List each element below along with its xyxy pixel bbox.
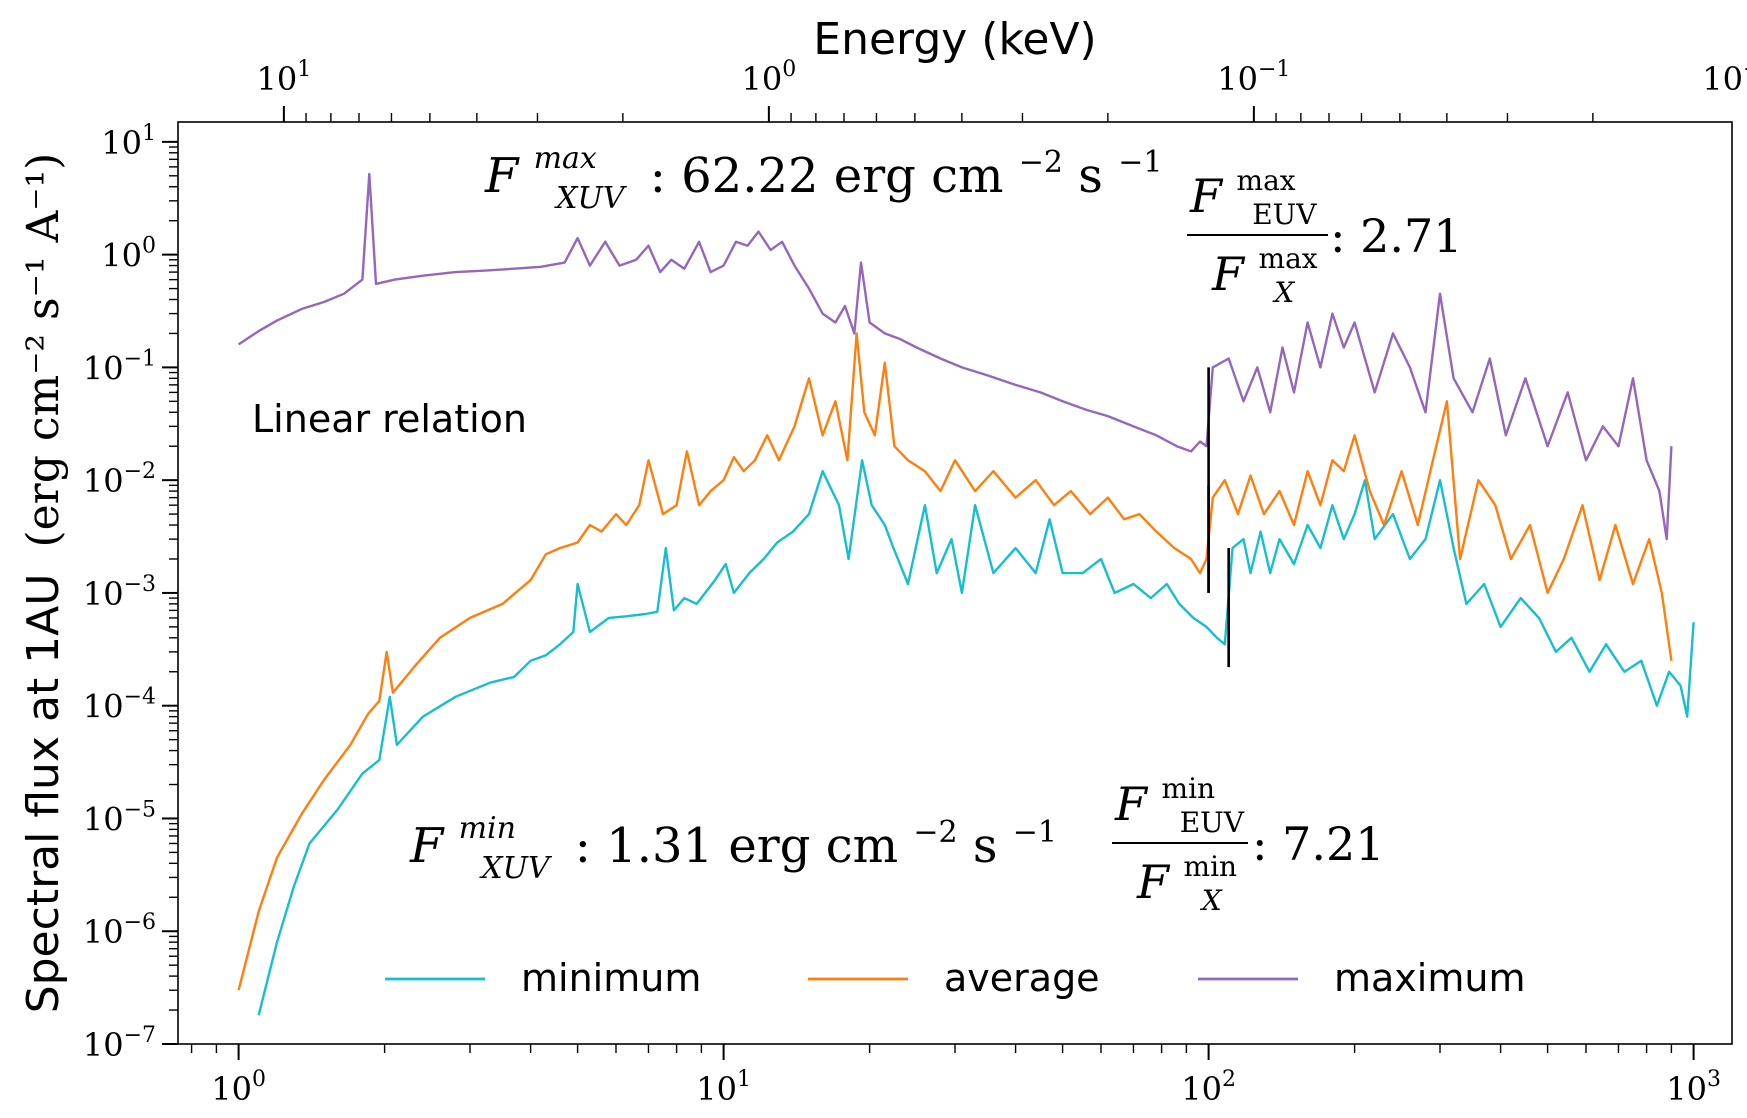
ratio-min-num-sub: EUV bbox=[1180, 806, 1245, 839]
top-tick-label: 101 bbox=[257, 57, 312, 98]
fxuv-min-sub: XUV bbox=[479, 851, 553, 886]
ratio-min-annotation: F min EUV F min X : 7.21 bbox=[1112, 755, 1385, 917]
fxuv-max-annotation: F max XUV : 62.22 erg cm −2 s −1 bbox=[484, 124, 1162, 220]
ratio-min-num-sup: min bbox=[1162, 772, 1216, 805]
legend-label-minimum: minimum bbox=[521, 956, 701, 1000]
y-tick-label: 10−1 bbox=[83, 346, 156, 387]
fxuv-max-exp2: −1 bbox=[1118, 145, 1162, 180]
y-axis-title: Spectral flux at 1AU (erg cm⁻² s⁻¹ A⁻¹) bbox=[18, 153, 69, 1014]
series-line-minimum bbox=[257, 459, 1695, 1016]
svg-text:F max EUV: F max EUV bbox=[1189, 147, 1317, 231]
fxuv-max-sup: max bbox=[534, 141, 597, 176]
x-tick-label: 102 bbox=[1181, 1067, 1236, 1108]
ratio-min-value: : 7.21 bbox=[1252, 817, 1385, 871]
fxuv-max-symbol: F bbox=[484, 148, 520, 204]
fxuv-min-sup: min bbox=[459, 811, 516, 846]
fxuv-max-mid: s bbox=[1078, 148, 1103, 204]
fxuv-min-exp2: −1 bbox=[1013, 815, 1057, 850]
plot-frame bbox=[177, 121, 1733, 1045]
series-line-average bbox=[237, 332, 1673, 991]
ratio-min-den-sub: X bbox=[1200, 884, 1223, 917]
y-tick-label: 10−4 bbox=[83, 685, 156, 726]
top-tick-label: 10−1 bbox=[1217, 57, 1290, 98]
series-line-maximum bbox=[237, 172, 1673, 541]
y-axis-title-units: (erg cm⁻² s⁻¹ A⁻¹) bbox=[18, 153, 69, 548]
y-axis-title-main: Spectral flux at 1AU bbox=[18, 574, 69, 1014]
ratio-max-value: : 2.71 bbox=[1330, 209, 1463, 263]
top-tick-label: 10−2 bbox=[1702, 57, 1747, 98]
top-tick-label: 100 bbox=[742, 57, 797, 98]
y-tick-label: 101 bbox=[101, 121, 156, 162]
fxuv-max-sub: XUV bbox=[554, 181, 628, 216]
fxuv-min-text: : 1.31 erg cm bbox=[575, 818, 898, 874]
ratio-max-den-sub: X bbox=[1272, 276, 1295, 309]
fxuv-min-symbol: F bbox=[409, 818, 445, 874]
fxuv-min-exp1: −2 bbox=[913, 815, 957, 850]
x-tick-label: 100 bbox=[211, 1067, 266, 1108]
y-tick-label: 100 bbox=[101, 234, 156, 275]
ratio-max-num-sup: max bbox=[1237, 164, 1296, 197]
x-tick-label: 103 bbox=[1666, 1067, 1721, 1108]
fxuv-min-annotation: F min XUV : 1.31 erg cm −2 s −1 bbox=[409, 794, 1057, 890]
y-tick-label: 10−3 bbox=[83, 572, 156, 613]
y-tick-label: 10−5 bbox=[83, 797, 156, 838]
ratio-max-annotation: F max EUV F max X : 2.71 bbox=[1187, 147, 1463, 309]
fxuv-min-mid: s bbox=[973, 818, 998, 874]
ratio-max-den-sup: max bbox=[1259, 242, 1318, 275]
fxuv-max-exp1: −2 bbox=[1019, 145, 1063, 180]
fxuv-max-text: : 62.22 erg cm bbox=[650, 148, 1004, 204]
y-tick-label: 10−6 bbox=[83, 910, 156, 951]
legend-label-maximum: maximum bbox=[1334, 956, 1525, 1000]
y-tick-label: 10−2 bbox=[83, 459, 156, 500]
legend: minimum average maximum bbox=[385, 956, 1525, 1000]
legend-label-average: average bbox=[944, 956, 1100, 1000]
linear-relation-label: Linear relation bbox=[252, 397, 527, 441]
svg-text:F min X: F min X bbox=[1136, 833, 1252, 917]
ratio-min-den-sup: min bbox=[1184, 850, 1238, 883]
ratio-max-num-sub: EUV bbox=[1252, 198, 1317, 231]
top-axis-title: Energy (keV) bbox=[813, 14, 1096, 65]
svg-text:F min EUV: F min EUV bbox=[1114, 755, 1245, 839]
svg-text:F max X: F max X bbox=[1211, 225, 1332, 309]
x-tick-label: 101 bbox=[696, 1067, 751, 1108]
y-tick-label: 10−7 bbox=[83, 1023, 156, 1064]
svg-text:Spectral flux at 1AU (er: Spectral flux at 1AU (erg cm⁻² s⁻¹ A⁻¹) bbox=[18, 153, 69, 1014]
